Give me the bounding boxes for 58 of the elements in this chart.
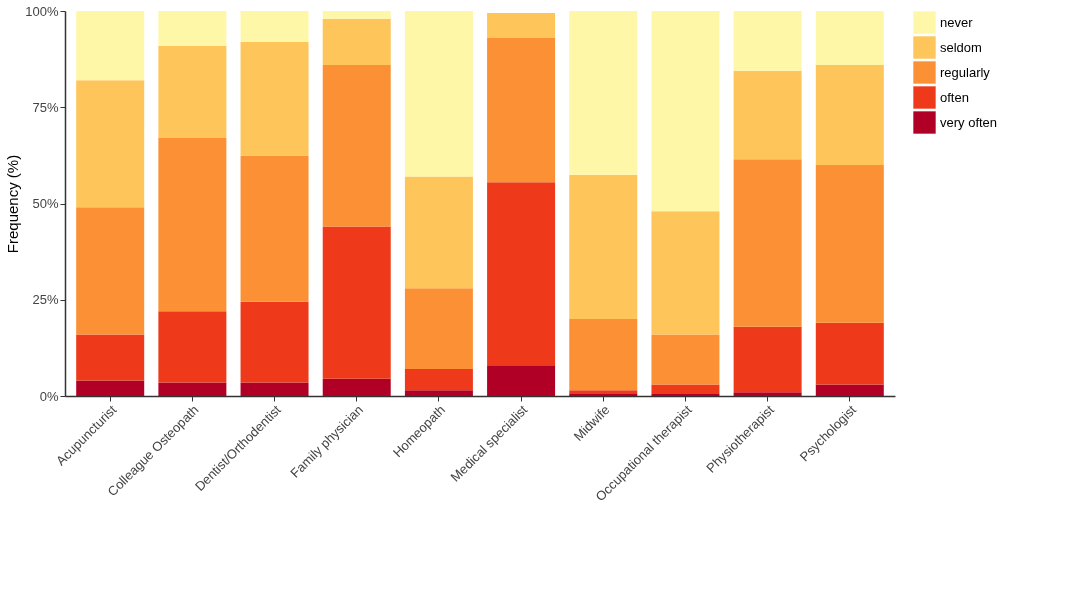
y-tick-label: 25% <box>32 292 59 308</box>
y-tick-label: 100% <box>25 3 59 19</box>
bar <box>404 11 473 177</box>
bar <box>404 176 473 289</box>
bar <box>487 37 556 183</box>
y-axis-title: Frequency (%) <box>4 154 22 254</box>
bar <box>158 311 227 383</box>
bar <box>733 70 802 160</box>
bar <box>815 64 884 165</box>
bar <box>76 80 145 208</box>
y-tick-label: 75% <box>32 99 59 115</box>
bar <box>815 165 884 323</box>
bar <box>76 380 145 396</box>
bar <box>569 390 638 395</box>
bar <box>322 18 391 65</box>
bar <box>815 11 884 65</box>
bar <box>651 11 720 212</box>
bar <box>322 64 391 227</box>
legend-label: very often <box>940 114 998 130</box>
bar <box>158 382 227 396</box>
bar <box>569 319 638 391</box>
bar <box>240 11 309 42</box>
bar <box>733 11 802 71</box>
bar <box>240 155 309 302</box>
bar <box>322 226 391 379</box>
bar <box>487 12 556 38</box>
bar <box>240 382 309 396</box>
bar <box>240 301 309 383</box>
bar <box>569 11 638 175</box>
bar <box>76 11 145 81</box>
legend-label: often <box>940 89 969 105</box>
bar <box>158 11 227 46</box>
y-tick-label: 0% <box>39 388 59 404</box>
bar <box>76 207 145 335</box>
bar <box>651 334 720 385</box>
legend-label: never <box>940 14 974 30</box>
bar <box>404 390 473 396</box>
bar <box>76 334 145 381</box>
bar <box>815 384 884 396</box>
bar <box>240 41 309 156</box>
bar <box>733 392 802 396</box>
bar <box>322 378 391 396</box>
bar <box>733 159 802 327</box>
bar <box>158 45 227 139</box>
bar <box>487 365 556 396</box>
bar <box>651 211 720 335</box>
bar <box>651 384 720 395</box>
bar <box>404 369 473 391</box>
bar <box>158 138 227 312</box>
bar <box>404 288 473 370</box>
bar <box>487 182 556 366</box>
bar <box>569 174 638 319</box>
bar <box>322 11 391 19</box>
y-tick-label: 50% <box>32 196 59 211</box>
legend-label: regularly <box>940 64 991 80</box>
bar <box>733 326 802 393</box>
legend-label: seldom <box>940 39 982 55</box>
bar <box>815 322 884 385</box>
